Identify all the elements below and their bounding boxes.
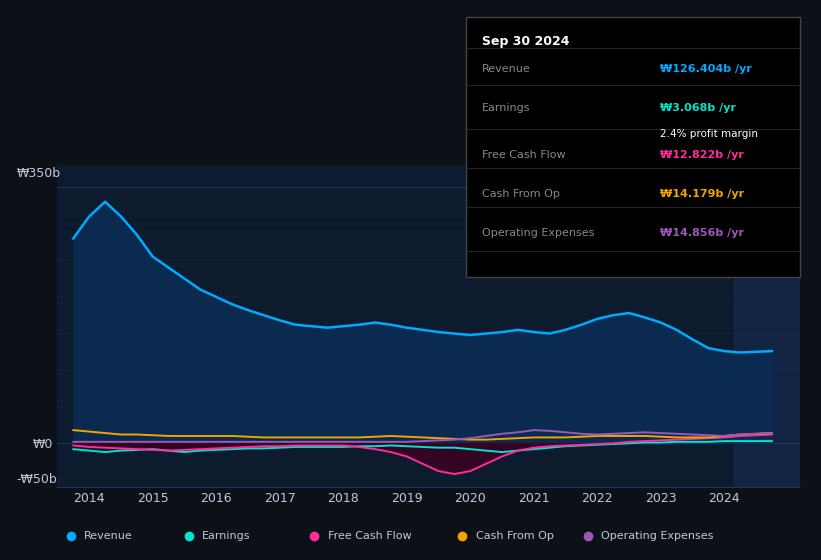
Text: ₩350b: ₩350b [16, 167, 61, 180]
Text: 2.4% profit margin: 2.4% profit margin [660, 129, 758, 139]
Text: -₩50b: -₩50b [16, 473, 57, 487]
Text: Earnings: Earnings [482, 103, 530, 113]
Text: ₩3.068b /yr: ₩3.068b /yr [660, 103, 736, 113]
Text: ₩12.822b /yr: ₩12.822b /yr [660, 150, 744, 160]
Text: Revenue: Revenue [482, 64, 531, 74]
Text: ₩14.179b /yr: ₩14.179b /yr [660, 189, 744, 199]
Text: Operating Expenses: Operating Expenses [601, 531, 713, 541]
Text: Revenue: Revenue [84, 531, 133, 541]
Text: Sep 30 2024: Sep 30 2024 [482, 35, 570, 48]
Text: Cash From Op: Cash From Op [475, 531, 553, 541]
Text: ₩126.404b /yr: ₩126.404b /yr [660, 64, 752, 74]
Text: Free Cash Flow: Free Cash Flow [482, 150, 566, 160]
Bar [734, 165, 807, 487]
FancyBboxPatch shape [466, 17, 800, 277]
Text: Cash From Op: Cash From Op [482, 189, 560, 199]
Text: Earnings: Earnings [202, 531, 250, 541]
Text: Free Cash Flow: Free Cash Flow [328, 531, 411, 541]
Text: Operating Expenses: Operating Expenses [482, 228, 594, 238]
Text: ₩14.856b /yr: ₩14.856b /yr [660, 228, 744, 238]
